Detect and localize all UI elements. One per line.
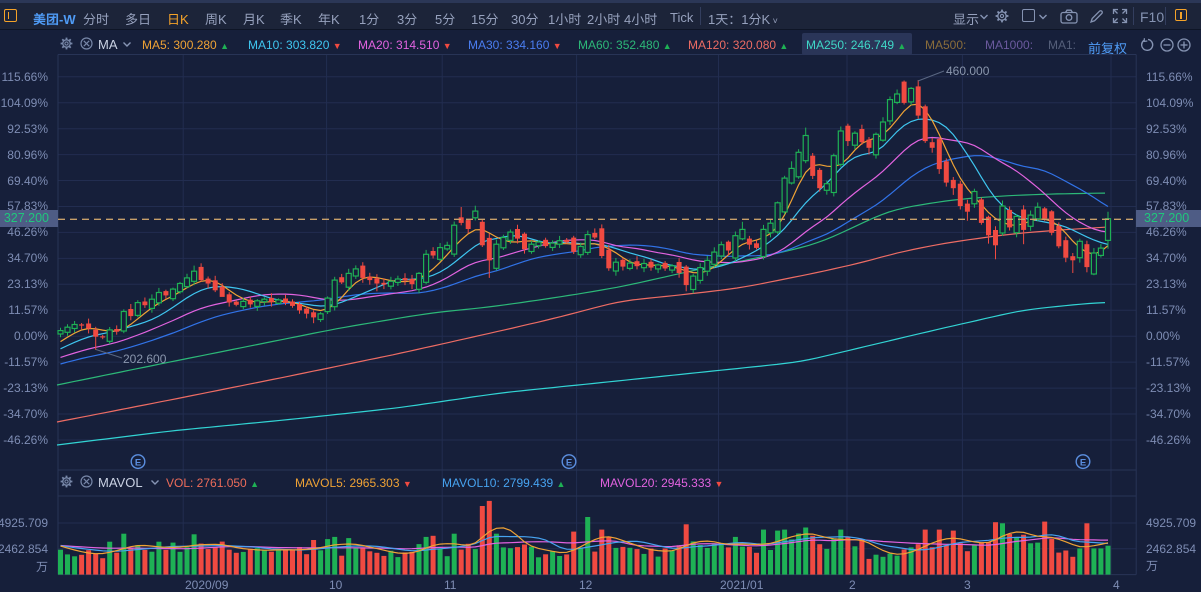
svg-text:E: E	[135, 457, 141, 468]
svg-text:E: E	[566, 457, 572, 468]
svg-text:E: E	[1080, 457, 1086, 468]
